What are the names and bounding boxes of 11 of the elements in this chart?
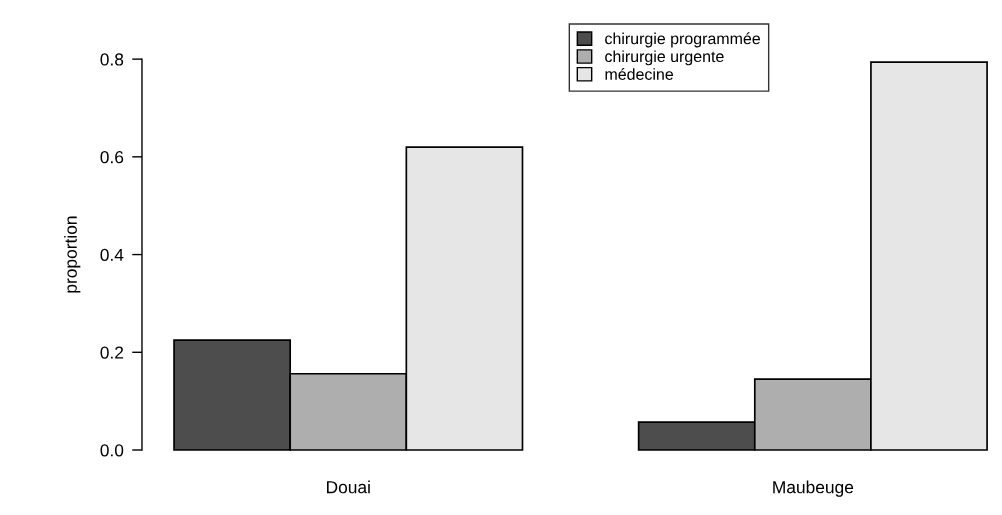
legend-label: chirurgie urgente	[605, 50, 724, 66]
y-tick-label: 0.4	[100, 248, 124, 262]
y-axis-title: proportion	[64, 216, 81, 293]
x-tick-label: Douai	[327, 480, 370, 494]
legend-label: chirurgie programmée	[605, 32, 760, 48]
y-tick-label: 0.6	[100, 151, 124, 164]
y-tick-label: 0.0	[100, 444, 124, 457]
x-tick-label: Maubeuge	[773, 480, 854, 497]
y-tick-label: 0.2	[100, 346, 124, 359]
y-tick-label: 0.8	[100, 53, 124, 66]
legend-label: médecine	[605, 68, 674, 80]
